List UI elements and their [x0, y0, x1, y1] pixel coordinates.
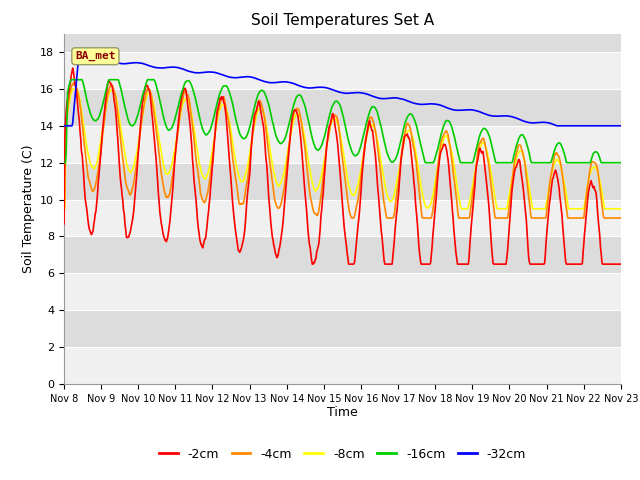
Bar	[64, 347, 621, 384]
Bar	[64, 126, 621, 163]
X-axis label: Time: Time	[327, 407, 358, 420]
Bar	[64, 52, 621, 89]
Bar	[64, 163, 621, 200]
Bar	[64, 237, 621, 273]
Legend: -2cm, -4cm, -8cm, -16cm, -32cm: -2cm, -4cm, -8cm, -16cm, -32cm	[154, 443, 531, 466]
Bar	[64, 273, 621, 310]
Bar	[64, 15, 621, 52]
Y-axis label: Soil Temperature (C): Soil Temperature (C)	[22, 144, 35, 273]
Bar	[64, 89, 621, 126]
Bar	[64, 200, 621, 237]
Title: Soil Temperatures Set A: Soil Temperatures Set A	[251, 13, 434, 28]
Bar	[64, 310, 621, 347]
Text: BA_met: BA_met	[75, 51, 116, 61]
